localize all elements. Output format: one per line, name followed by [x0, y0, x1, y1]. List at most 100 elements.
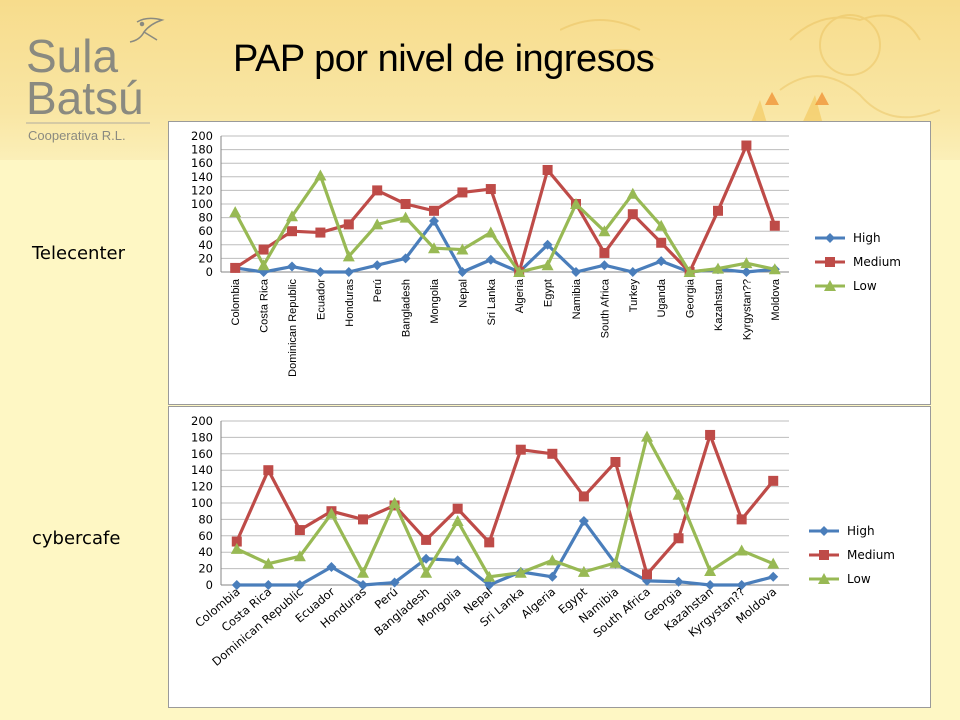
telecenter-legend-marker-low	[824, 280, 836, 291]
cybercafe-medium-point-algeria	[547, 448, 558, 459]
cybercafe-low-point-mongolia	[451, 515, 464, 527]
cybercafe-low-point-honduras	[357, 566, 369, 578]
cybercafe-medium-point-costa-rica	[263, 465, 274, 476]
cybercafe-high-point-mongolia	[452, 555, 463, 566]
telecenter-legend-label-low: Low	[853, 279, 877, 293]
telecenter-medium-point-bangladesh	[400, 199, 411, 209]
logo-word-1: Sula	[26, 30, 118, 82]
telecenter-legend-label-high: High	[853, 231, 881, 245]
telecenter-medium-point-costa-rica	[258, 244, 269, 255]
telecenter-series-low	[229, 169, 781, 277]
cybercafe-medium-point-colombia	[231, 536, 242, 547]
logo-word-2: Batsú	[26, 72, 144, 124]
telecenter-y-tick-label: 20	[198, 251, 213, 265]
cybercafe-series-high	[231, 516, 779, 590]
telecenter-y-tick-label: 40	[198, 238, 213, 252]
telecenter-high-point-bangladesh	[400, 253, 411, 264]
telecenter-high-point-dominican-republic	[287, 261, 297, 272]
slide-title: PAP por nivel de ingresos	[233, 38, 655, 80]
telecenter-low-point-sri-lanka	[484, 226, 497, 238]
x-tick-colombia: Colombia	[230, 278, 242, 325]
x-tick-sri-lanka: Sri Lanka	[486, 278, 498, 325]
cybercafe-high-point-nepal	[484, 580, 495, 590]
cybercafe-medium-point-kazahstan	[705, 429, 716, 440]
telecenter-high-point-per	[372, 260, 383, 271]
x-tick-ecuador: Ecuador	[315, 279, 327, 320]
telecenter-low-point-moldova	[768, 263, 781, 275]
telecenter-low-point-egypt	[541, 259, 554, 271]
telecenter-medium-point-dominican-republic	[287, 226, 297, 237]
cybercafe-high-point-bangladesh	[421, 553, 432, 564]
cybercafe-series-low	[230, 430, 780, 582]
cybercafe-y-tick-label: 100	[191, 496, 213, 510]
telecenter-y-tick-label: 60	[198, 224, 213, 238]
telecenter-y-tick-label: 120	[191, 183, 213, 197]
telecenter-y-tick-label: 160	[191, 156, 213, 170]
telecenter-low-point-costa-rica	[257, 259, 270, 271]
x-tick-egypt: Egypt	[543, 279, 555, 307]
cybercafe-y-tick-label: 40	[198, 545, 213, 559]
cybercafe-legend-marker-low	[818, 573, 830, 584]
telecenter-y-tick-label: 0	[206, 265, 213, 279]
cybercafe-high-point-moldova	[768, 571, 779, 582]
cybercafe-high-line	[236, 519, 774, 587]
cybercafe-medium-point-kyrgystan	[736, 514, 747, 525]
telecenter-low-point-mongolia	[428, 242, 440, 254]
cybercafe-y-tick-label: 60	[198, 529, 213, 543]
cybercafe-medium-line	[235, 433, 775, 576]
telecenter-medium-point-colombia	[230, 262, 241, 273]
cybercafe-legend-label-low: Low	[847, 572, 871, 586]
telecenter-low-point-kazahstan	[712, 262, 724, 274]
telecenter-y-tick-label: 140	[191, 170, 213, 184]
cybercafe-low-point-colombia	[230, 542, 243, 554]
telecenter-low-point-kyrgystan	[740, 257, 753, 269]
cybercafe-chart-svg: 0 20 40 60 80 100 120 140 160 180 200 ColombiaCosta…	[191, 414, 895, 669]
telecenter-medium-point-south-africa	[599, 247, 610, 258]
cybercafe-medium-point-honduras	[358, 514, 368, 525]
cybercafe-high-point-egypt	[578, 516, 589, 527]
telecenter-low-point-south-africa	[598, 225, 611, 237]
cybercafe-low-point-georgia	[672, 488, 685, 500]
cybercafe-y-tick-label: 200	[191, 414, 213, 428]
telecenter-low-point-turkey	[626, 187, 639, 199]
cybercafe-low-point-ecuador	[325, 507, 338, 519]
telecenter-y-tick-label: 200	[191, 129, 213, 143]
hummingbird-icon	[129, 17, 165, 43]
telecenter-series-medium	[230, 140, 780, 277]
cybercafe-high-point-georgia	[673, 576, 684, 587]
cybercafe-y-tick-label: 0	[206, 578, 213, 592]
telecenter-low-line	[233, 173, 776, 274]
telecenter-low-point-uganda	[655, 219, 668, 231]
x-tick-honduras: Honduras	[344, 279, 356, 327]
telecenter-medium-point-ecuador	[315, 227, 326, 238]
x-tick-south-africa: South Africa	[599, 278, 611, 338]
telecenter-medium-point-kazahstan	[713, 205, 723, 216]
cybercafe-low-point-per	[388, 497, 401, 508]
telecenter-legend-label-medium: Medium	[853, 255, 901, 269]
telecenter-legend: High Medium Low	[815, 231, 901, 293]
telecenter-legend-marker-high	[825, 233, 835, 243]
cybercafe-medium-point-namibia	[610, 457, 621, 467]
telecenter-medium-point-kyrgystan	[741, 140, 752, 151]
telecenter-high-point-namibia	[571, 267, 581, 277]
cybercafe-low-point-namibia	[609, 556, 622, 568]
cybercafe-low-point-costa-rica	[262, 557, 275, 569]
x-tick-turkey: Turkey	[628, 279, 640, 313]
telecenter-y-tick-label: 100	[191, 197, 213, 211]
cybercafe-y-tick-label: 80	[198, 512, 213, 526]
cybercafe-low-point-kazahstan	[704, 565, 717, 577]
cybercafe-high-point-kyrgystan	[736, 580, 747, 590]
x-tick-costa-rica: Costa Rica	[259, 278, 271, 333]
logo-subtitle: Cooperativa R.L.	[28, 128, 126, 143]
telecenter-high-point-nepal	[457, 267, 468, 277]
x-tick-per: Perú	[372, 279, 384, 302]
telecenter-high-point-sri-lanka	[485, 254, 496, 265]
cybercafe-y-tick-label: 20	[198, 562, 213, 576]
x-tick-kazahstan: Kazahstan	[713, 279, 725, 331]
cybercafe-low-point-sri-lanka	[514, 566, 527, 578]
cybercafe-medium-point-moldova	[768, 475, 779, 486]
x-tick-algeria: Algeria	[514, 278, 526, 313]
telecenter-medium-point-uganda	[656, 237, 667, 248]
